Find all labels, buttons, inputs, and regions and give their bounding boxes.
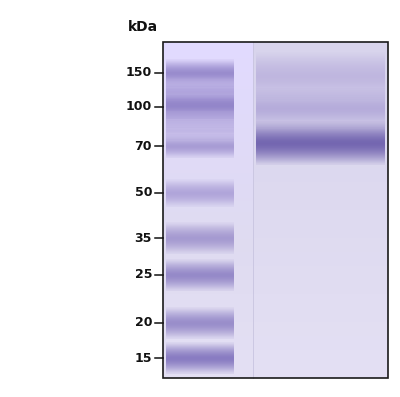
Text: 50: 50	[134, 187, 152, 200]
Text: kDa: kDa	[128, 20, 158, 34]
Text: 70: 70	[134, 139, 152, 152]
Text: 100: 100	[126, 100, 152, 114]
Bar	[163, 42, 388, 378]
Text: 150: 150	[126, 67, 152, 79]
Text: 35: 35	[135, 231, 152, 245]
Text: 15: 15	[134, 351, 152, 364]
Text: 25: 25	[134, 268, 152, 281]
Text: 20: 20	[134, 316, 152, 330]
